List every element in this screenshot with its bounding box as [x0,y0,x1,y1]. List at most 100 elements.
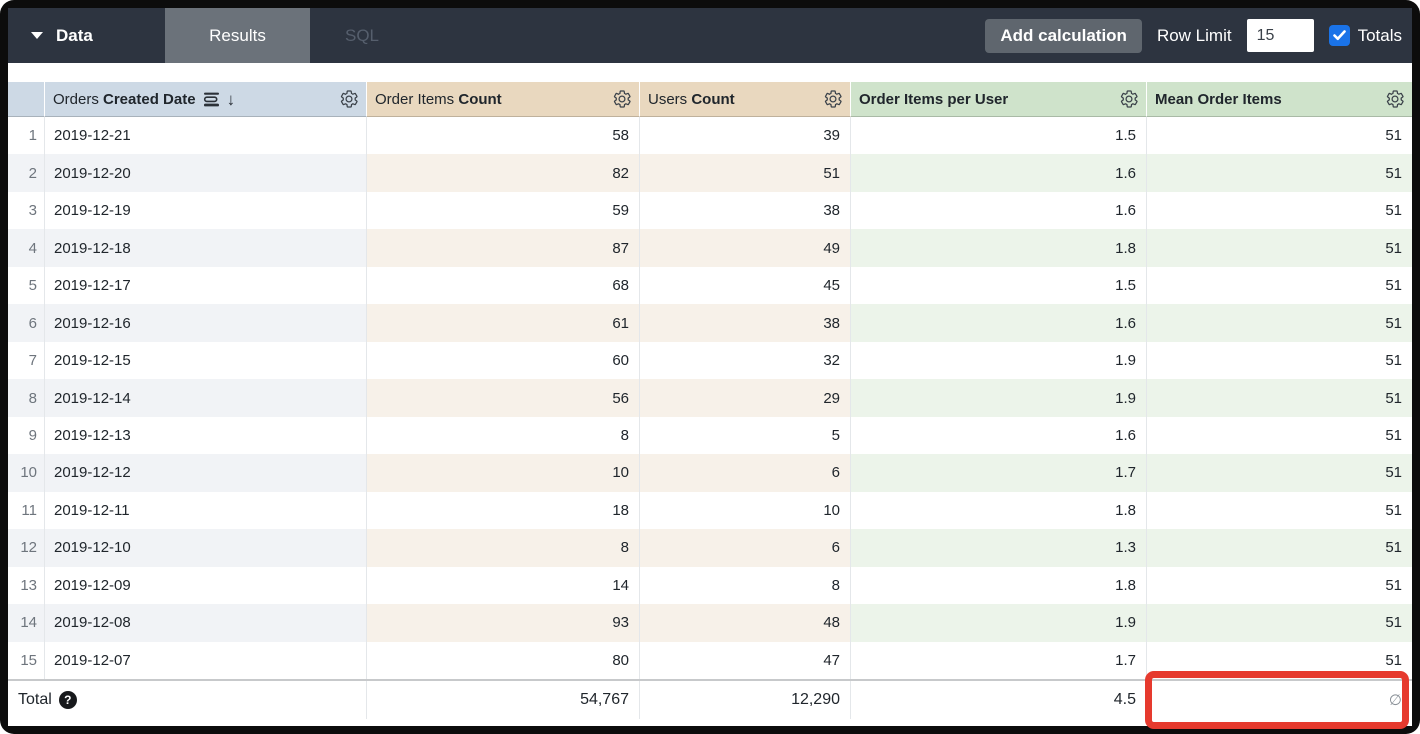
totals-checkbox[interactable] [1328,25,1350,46]
cell-orders-created-date[interactable]: 2019-12-09 [45,566,367,605]
cell-mean-order-items[interactable]: 51 [1147,229,1412,267]
cell-users-count[interactable]: 6 [640,529,851,567]
cell-order-items-per-user[interactable]: 1.8 [851,491,1147,530]
cell-mean-order-items[interactable]: 51 [1147,454,1412,492]
cell-users-count[interactable]: 5 [640,416,851,455]
cell-mean-order-items[interactable]: 51 [1385,501,1402,519]
row-number-header [8,82,45,117]
cell-order-items-count[interactable]: 59 [367,191,640,230]
cell-mean-order-items[interactable]: 51 [1385,426,1402,444]
cell-order-items-count[interactable]: 56 [367,379,640,417]
cell-order-items-per-user[interactable]: 1.7 [851,641,1147,680]
cell-order-items-per-user[interactable]: 1.9 [851,604,1147,642]
cell-order-items-count[interactable]: 8 [367,529,640,567]
cell-order-items-count[interactable]: 82 [367,154,640,192]
column-header-users-count[interactable]: Users Count [640,82,851,117]
cell-order-items-per-user[interactable]: 1.6 [851,304,1147,342]
cell-order-items-per-user[interactable]: 1.3 [851,529,1147,567]
cell-orders-created-date[interactable]: 2019-12-13 [45,416,367,455]
cell-mean-order-items[interactable]: 51 [1385,576,1402,594]
cell-order-items-per-user[interactable]: 1.5 [851,117,1147,155]
cell-users-count[interactable]: 51 [640,154,851,192]
cell-orders-created-date[interactable]: 2019-12-17 [45,266,367,305]
gear-icon[interactable] [1119,89,1139,109]
cell-orders-created-date[interactable]: 2019-12-14 [45,379,367,417]
column-field-name: Count [458,90,502,108]
cell-order-items-count[interactable]: 60 [367,341,640,380]
tab-results[interactable]: Results [165,8,310,63]
cell-order-items-per-user[interactable]: 1.8 [851,229,1147,267]
cell-orders-created-date[interactable]: 2019-12-11 [45,491,367,530]
cell-mean-order-items[interactable]: 51 [1147,379,1412,417]
column-header-orders-created-date[interactable]: Orders Created Date ↓ [45,82,367,117]
cell-order-items-count[interactable]: 8 [367,416,640,455]
cell-users-count[interactable]: 6 [640,454,851,492]
cell-orders-created-date[interactable]: 2019-12-16 [45,304,367,342]
gear-icon[interactable] [1385,89,1405,109]
cell-users-count[interactable]: 38 [640,304,851,342]
column-header-order-items-count[interactable]: Order Items Count [367,82,640,117]
cell-users-count[interactable]: 29 [640,379,851,417]
cell-orders-created-date[interactable]: 2019-12-18 [45,229,367,267]
cell-orders-created-date[interactable]: 2019-12-15 [45,341,367,380]
cell-mean-order-items[interactable]: 51 [1385,127,1402,145]
cell-order-items-per-user[interactable]: 1.7 [851,454,1147,492]
cell-order-items-per-user[interactable]: 1.9 [851,379,1147,417]
cell-order-items-per-user[interactable]: 1.9 [851,341,1147,380]
cell-users-count[interactable]: 10 [640,491,851,530]
cell-mean-order-items[interactable]: 51 [1147,304,1412,342]
cell-order-items-count[interactable]: 58 [367,117,640,155]
cell-order-items-per-user[interactable]: 1.5 [851,266,1147,305]
gear-icon[interactable] [823,89,843,109]
cell-mean-order-items[interactable]: 51 [1147,604,1412,642]
cell-orders-created-date[interactable]: 2019-12-19 [45,191,367,230]
cell-orders-created-date[interactable]: 2019-12-10 [45,529,367,567]
row-number: 3 [8,191,45,230]
gear-icon[interactable] [612,89,632,109]
cell-users-count[interactable]: 8 [640,566,851,605]
table-body: 1 2019-12-21 58 39 1.5 51 2 2019-12-20 82 51 1.6 51… [8,117,1412,680]
cell-mean-order-items[interactable]: 51 [1385,651,1402,669]
total-mean-order-items: ∅ [1388,692,1402,709]
cell-orders-created-date[interactable]: 2019-12-20 [45,154,367,192]
column-header-order-items-per-user[interactable]: Order Items per User [851,82,1147,117]
column-header-mean-order-items[interactable]: Mean Order Items [1147,82,1412,117]
cell-users-count[interactable]: 45 [640,266,851,305]
cell-users-count[interactable]: 38 [640,191,851,230]
cell-mean-order-items[interactable]: 51 [1385,277,1402,295]
cell-users-count[interactable]: 47 [640,641,851,680]
cell-users-count[interactable]: 39 [640,117,851,155]
cell-mean-order-items[interactable]: 51 [1385,202,1402,220]
cell-orders-created-date[interactable]: 2019-12-21 [45,117,367,155]
cell-users-count[interactable]: 48 [640,604,851,642]
cell-mean-order-items[interactable]: 51 [1147,529,1412,567]
data-section-toggle[interactable]: Data [8,8,165,63]
cell-order-items-per-user[interactable]: 1.6 [851,191,1147,230]
cell-order-items-count[interactable]: 80 [367,641,640,680]
cell-orders-created-date[interactable]: 2019-12-08 [45,604,367,642]
gear-icon[interactable] [339,89,359,109]
cell-mean-order-items[interactable]: 51 [1385,352,1402,370]
cell-order-items-count[interactable]: 61 [367,304,640,342]
total-users-count: 12,290 [640,681,851,719]
cell-order-items-count[interactable]: 68 [367,266,640,305]
column-field-name: Order Items per User [859,90,1009,108]
cell-users-count[interactable]: 49 [640,229,851,267]
cell-mean-order-items[interactable]: 51 [1147,154,1412,192]
cell-order-items-count[interactable]: 18 [367,491,640,530]
cell-order-items-count[interactable]: 14 [367,566,640,605]
cell-users-count[interactable]: 32 [640,341,851,380]
cell-order-items-per-user[interactable]: 1.6 [851,154,1147,192]
cell-orders-created-date[interactable]: 2019-12-07 [45,641,367,680]
row-limit-input[interactable] [1246,19,1314,52]
cell-order-items-count[interactable]: 93 [367,604,640,642]
tab-sql[interactable]: SQL [344,25,380,45]
cell-order-items-count[interactable]: 87 [367,229,640,267]
cell-order-items-per-user[interactable]: 1.6 [851,416,1147,455]
cell-order-items-count[interactable]: 10 [367,454,640,492]
add-calculation-button[interactable]: Add calculation [985,18,1142,53]
row-number: 10 [8,454,45,492]
help-icon[interactable]: ? [58,691,77,709]
cell-orders-created-date[interactable]: 2019-12-12 [45,454,367,492]
cell-order-items-per-user[interactable]: 1.8 [851,566,1147,605]
